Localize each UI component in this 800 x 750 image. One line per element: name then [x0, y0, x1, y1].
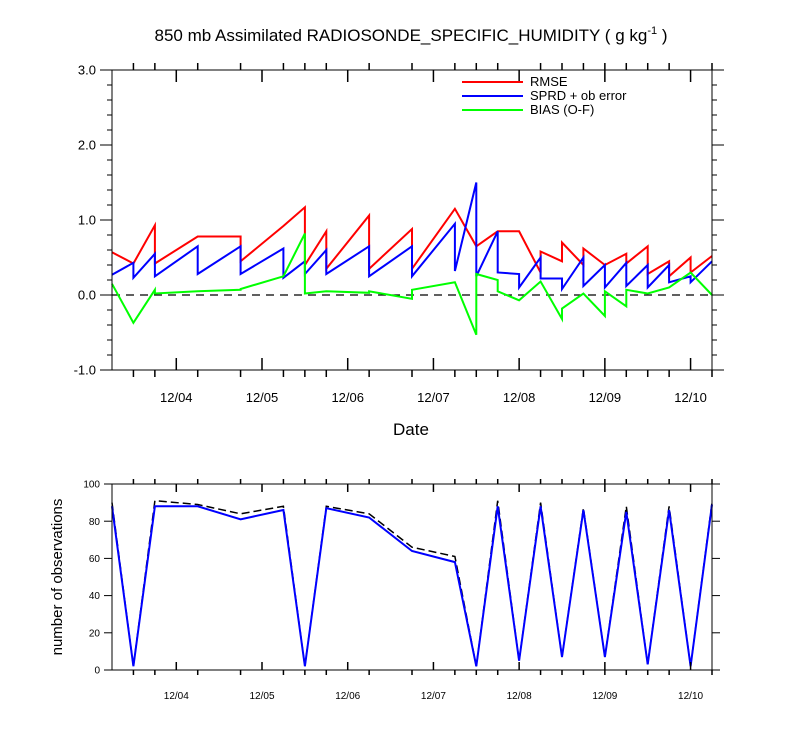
x-tick-label: 12/08	[507, 691, 532, 702]
series-line-assimilated-observations	[111, 504, 713, 667]
y-tick-label: -1.0	[74, 363, 96, 378]
chart-title: 850 mb Assimilated RADIOSONDE_SPECIFIC_H…	[155, 25, 668, 45]
series-line-total-observations	[111, 499, 713, 667]
y-tick-label: 100	[83, 480, 100, 491]
y-tick-label: 0	[94, 666, 100, 677]
legend-label: BIAS (O-F)	[530, 102, 594, 117]
bottom-axes: 0 20 40 60 80 100 12/04 12/05 12/06 12/07 12/08 12/…	[83, 479, 720, 702]
x-tick-label: 12/04	[160, 390, 193, 405]
top-series-group	[111, 182, 713, 336]
bottom-plot-frame	[111, 483, 713, 671]
x-tick-label: 12/09	[589, 390, 622, 405]
x-tick-label: 12/05	[249, 691, 274, 702]
y-tick-label: 40	[89, 591, 101, 602]
x-tick-label: 12/07	[417, 390, 450, 405]
x-tick-label: 12/08	[503, 390, 536, 405]
top-plot-frame	[111, 69, 713, 371]
y-tick-label: 1.0	[78, 213, 96, 228]
x-tick-label: 12/06	[335, 691, 360, 702]
legend-label: SPRD + ob error	[530, 88, 627, 103]
x-tick-label: 12/10	[674, 390, 707, 405]
y-tick-label: 2.0	[78, 138, 96, 153]
bottom-series-group	[111, 499, 713, 667]
top-plot: -1.0 0.0 1.0 2.0 3.0 12/04 12/05 12/06 12/07 12/0…	[74, 63, 724, 439]
y-tick-label: 20	[89, 628, 101, 639]
y-axis-label: number of observations	[49, 499, 66, 656]
chart-title-text: 850 mb Assimilated RADIOSONDE_SPECIFIC_H…	[155, 26, 648, 45]
x-tick-label: 12/06	[331, 390, 364, 405]
x-tick-label: 12/05	[246, 390, 279, 405]
legend-label: RMSE	[530, 74, 568, 89]
y-tick-label: 80	[89, 517, 101, 528]
x-tick-label: 12/07	[421, 691, 446, 702]
top-axes: -1.0 0.0 1.0 2.0 3.0 12/04 12/05 12/06 12/07 12/0…	[74, 63, 724, 405]
x-axis-label: Date	[393, 420, 429, 439]
x-tick-label: 12/04	[164, 691, 189, 702]
y-tick-label: 0.0	[78, 288, 96, 303]
x-tick-label: 12/10	[678, 691, 703, 702]
x-tick-label: 12/09	[592, 691, 617, 702]
y-tick-label: 3.0	[78, 63, 96, 78]
chart-title-exponent: -1	[647, 25, 657, 37]
series-line-bias-o-f	[111, 233, 713, 336]
chart-title-suffix: )	[657, 26, 667, 45]
bottom-plot: 0 20 40 60 80 100 12/04 12/05 12/06 12/07 12/08 12/…	[49, 479, 720, 702]
series-line-sprd-ob-error	[111, 182, 713, 293]
y-tick-label: 60	[89, 554, 101, 565]
